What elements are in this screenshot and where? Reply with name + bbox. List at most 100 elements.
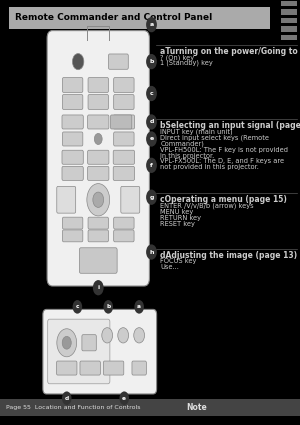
Text: c: c: [76, 304, 79, 309]
Text: e: e: [122, 396, 126, 401]
FancyBboxPatch shape: [62, 78, 83, 93]
FancyBboxPatch shape: [9, 7, 270, 29]
Text: e: e: [149, 136, 154, 142]
Text: dAdjusting the image (page 13): dAdjusting the image (page 13): [160, 250, 298, 260]
Circle shape: [93, 192, 104, 207]
Text: cOperating a menu (page 15): cOperating a menu (page 15): [160, 195, 287, 204]
Text: bSelecting an input signal (page 12): bSelecting an input signal (page 12): [160, 121, 300, 130]
Text: b: b: [106, 304, 110, 309]
Text: ? (On) key: ? (On) key: [160, 54, 195, 61]
Circle shape: [134, 300, 144, 314]
Text: f: f: [150, 163, 153, 168]
FancyBboxPatch shape: [62, 95, 83, 110]
FancyBboxPatch shape: [113, 150, 134, 164]
Circle shape: [146, 54, 157, 69]
Circle shape: [73, 300, 82, 314]
FancyBboxPatch shape: [88, 167, 109, 181]
Circle shape: [119, 391, 129, 405]
Text: ENTER /V/v/B/b (arrow) keys: ENTER /V/v/B/b (arrow) keys: [160, 203, 254, 210]
FancyBboxPatch shape: [280, 35, 297, 40]
FancyBboxPatch shape: [80, 361, 101, 375]
FancyBboxPatch shape: [47, 31, 149, 286]
FancyBboxPatch shape: [280, 18, 297, 23]
FancyBboxPatch shape: [43, 309, 157, 394]
FancyBboxPatch shape: [57, 187, 76, 213]
Text: RESET key: RESET key: [160, 221, 195, 227]
Text: 1 (Standby) key: 1 (Standby) key: [160, 60, 213, 66]
Circle shape: [118, 328, 129, 343]
FancyBboxPatch shape: [80, 248, 117, 273]
Text: Commander): Commander): [160, 140, 204, 147]
Circle shape: [146, 244, 157, 260]
Text: FOCUS key: FOCUS key: [160, 258, 197, 264]
FancyBboxPatch shape: [113, 167, 134, 181]
FancyBboxPatch shape: [114, 95, 134, 110]
Circle shape: [146, 158, 157, 173]
FancyBboxPatch shape: [121, 187, 140, 213]
Text: MENU key: MENU key: [160, 209, 194, 215]
Text: g: g: [149, 195, 154, 200]
Text: INPUT key (main unit): INPUT key (main unit): [160, 128, 233, 135]
Text: aTurning on the power/Going to standby: aTurning on the power/Going to standby: [160, 46, 300, 56]
Text: d: d: [149, 119, 154, 125]
Text: Remote Commander and Control Panel: Remote Commander and Control Panel: [15, 13, 212, 23]
Circle shape: [87, 184, 110, 216]
Circle shape: [146, 114, 157, 130]
FancyBboxPatch shape: [62, 217, 83, 229]
FancyBboxPatch shape: [82, 335, 96, 351]
FancyBboxPatch shape: [280, 26, 297, 32]
FancyBboxPatch shape: [62, 150, 83, 164]
FancyBboxPatch shape: [62, 230, 83, 242]
Circle shape: [62, 337, 71, 349]
Text: i: i: [97, 285, 99, 290]
Text: VPL-FH500L: The F key is not provided: VPL-FH500L: The F key is not provided: [160, 147, 289, 153]
FancyBboxPatch shape: [88, 115, 109, 129]
Text: VPL-FX500L: The D, E, and F keys are: VPL-FX500L: The D, E, and F keys are: [160, 159, 285, 164]
FancyBboxPatch shape: [114, 132, 134, 146]
FancyBboxPatch shape: [132, 361, 146, 375]
FancyBboxPatch shape: [280, 1, 297, 6]
Text: h: h: [149, 249, 154, 255]
FancyBboxPatch shape: [62, 115, 83, 129]
Text: b: b: [149, 59, 154, 64]
FancyBboxPatch shape: [113, 115, 134, 129]
Text: RETURN key: RETURN key: [160, 215, 202, 221]
FancyBboxPatch shape: [88, 217, 109, 229]
Circle shape: [146, 131, 157, 147]
Circle shape: [146, 190, 157, 205]
Text: in this projector.: in this projector.: [160, 153, 215, 159]
Text: Note: Note: [186, 402, 207, 412]
Circle shape: [62, 391, 71, 405]
Circle shape: [146, 17, 157, 32]
FancyBboxPatch shape: [56, 361, 77, 375]
FancyBboxPatch shape: [0, 399, 300, 416]
FancyBboxPatch shape: [88, 78, 109, 93]
Text: not provided in this projector.: not provided in this projector.: [160, 164, 260, 170]
Circle shape: [146, 86, 157, 101]
Circle shape: [94, 133, 102, 144]
FancyBboxPatch shape: [114, 217, 134, 229]
FancyBboxPatch shape: [280, 9, 297, 15]
FancyBboxPatch shape: [109, 54, 128, 69]
Text: c: c: [150, 91, 153, 96]
FancyBboxPatch shape: [62, 132, 83, 146]
Circle shape: [93, 280, 104, 295]
Circle shape: [57, 329, 76, 357]
Text: a: a: [149, 22, 154, 27]
Text: Page 55  Location and Function of Controls: Page 55 Location and Function of Control…: [6, 405, 140, 410]
Text: d: d: [64, 396, 69, 401]
Circle shape: [134, 328, 145, 343]
Circle shape: [103, 300, 113, 314]
FancyBboxPatch shape: [48, 319, 110, 384]
Circle shape: [102, 328, 112, 343]
FancyBboxPatch shape: [103, 361, 124, 375]
Text: Direct input select keys (Remote: Direct input select keys (Remote: [160, 134, 269, 141]
FancyBboxPatch shape: [62, 167, 83, 181]
FancyBboxPatch shape: [88, 230, 109, 242]
Text: Use...: Use...: [160, 264, 179, 270]
FancyBboxPatch shape: [110, 115, 132, 129]
FancyBboxPatch shape: [114, 230, 134, 242]
FancyBboxPatch shape: [88, 95, 109, 110]
Text: a: a: [137, 304, 141, 309]
FancyBboxPatch shape: [114, 78, 134, 93]
